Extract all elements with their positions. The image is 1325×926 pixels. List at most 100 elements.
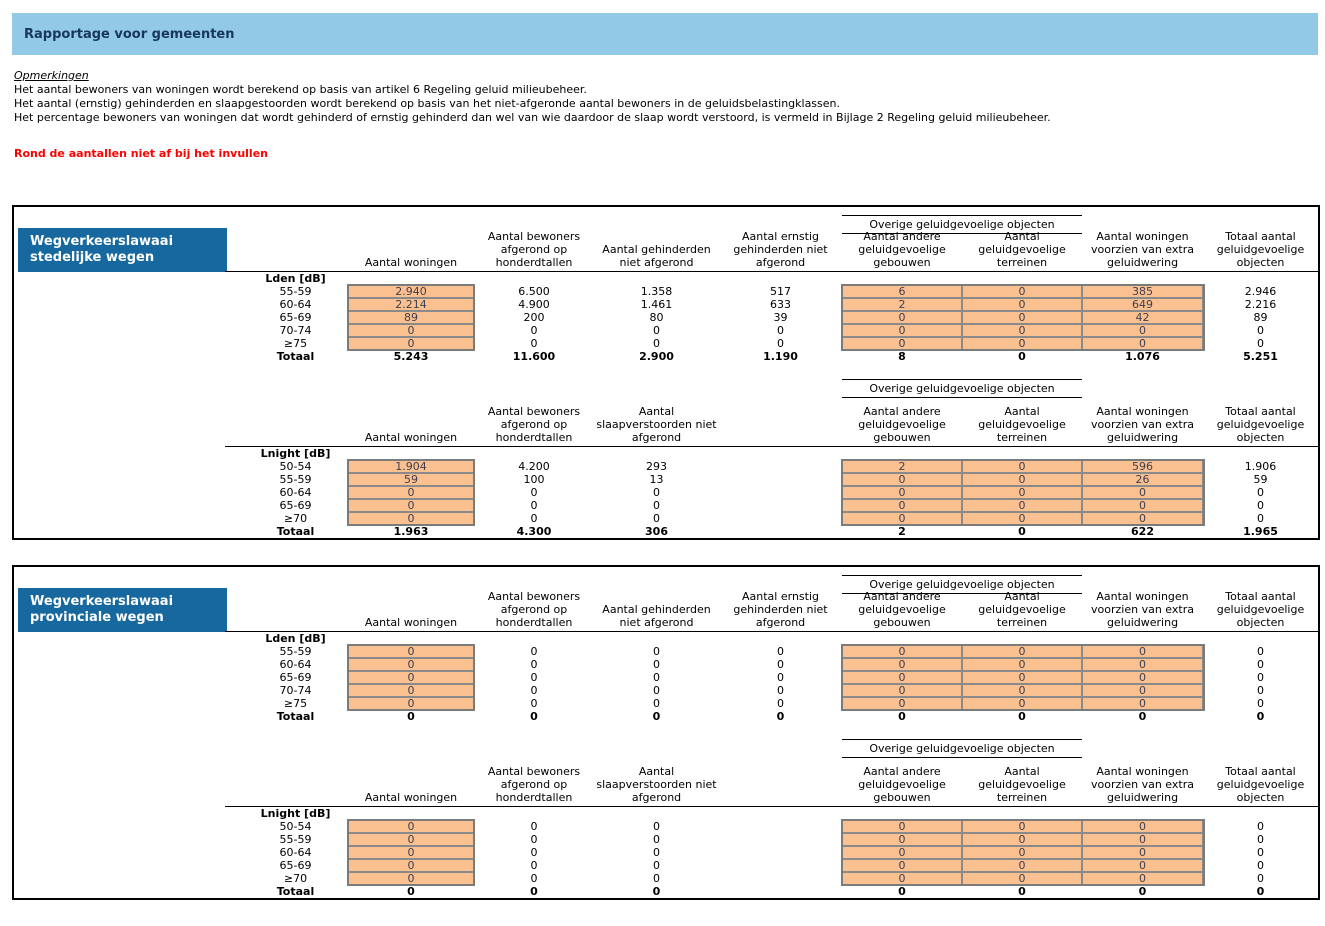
input-cell[interactable]: 0 bbox=[348, 859, 474, 872]
input-cell[interactable]: 0 bbox=[962, 697, 1082, 710]
col-header: Aantal geluidgevoelige terreinen bbox=[978, 590, 1066, 629]
input-cell[interactable]: 0 bbox=[962, 285, 1082, 298]
column-spacer bbox=[14, 820, 243, 833]
input-cell[interactable]: 0 bbox=[962, 311, 1082, 324]
input-cell[interactable]: 0 bbox=[842, 697, 962, 710]
input-cell[interactable]: 2 bbox=[842, 460, 962, 473]
input-cell[interactable]: 0 bbox=[962, 658, 1082, 671]
input-cell[interactable]: 0 bbox=[962, 324, 1082, 337]
input-cell[interactable]: 0 bbox=[842, 337, 962, 350]
value-cell: 0 bbox=[530, 846, 538, 859]
input-cell[interactable]: 0 bbox=[1082, 833, 1203, 846]
value-cell bbox=[719, 846, 842, 859]
input-cell[interactable]: 0 bbox=[842, 833, 962, 846]
input-cell[interactable]: 0 bbox=[1082, 645, 1203, 658]
input-cell[interactable]: 0 bbox=[842, 820, 962, 833]
input-cell[interactable]: 0 bbox=[962, 473, 1082, 486]
input-cell[interactable]: 0 bbox=[842, 311, 962, 324]
input-cell[interactable]: 0 bbox=[1082, 499, 1203, 512]
column-spacer bbox=[14, 846, 243, 859]
input-cell[interactable]: 0 bbox=[962, 486, 1082, 499]
total-value: 0 bbox=[1018, 885, 1026, 898]
input-cell[interactable]: 0 bbox=[842, 846, 962, 859]
input-cell[interactable]: 0 bbox=[962, 645, 1082, 658]
input-cell[interactable]: 0 bbox=[842, 324, 962, 337]
input-cell[interactable]: 0 bbox=[842, 872, 962, 885]
input-cell[interactable]: 26 bbox=[1082, 473, 1203, 486]
input-cell[interactable]: 0 bbox=[348, 671, 474, 684]
input-cell[interactable]: 0 bbox=[348, 658, 474, 671]
input-cell[interactable]: 0 bbox=[962, 859, 1082, 872]
input-cell[interactable]: 0 bbox=[348, 872, 474, 885]
input-cell[interactable]: 385 bbox=[1082, 285, 1203, 298]
report-page: Rapportage voor gemeenten Opmerkingen He… bbox=[0, 13, 1325, 900]
band-label: Lnight [dB] bbox=[260, 447, 331, 460]
input-cell[interactable]: 2.940 bbox=[348, 285, 474, 298]
input-cell[interactable]: 0 bbox=[962, 298, 1082, 311]
input-cell[interactable]: 0 bbox=[1082, 671, 1203, 684]
input-cell[interactable]: 0 bbox=[842, 671, 962, 684]
input-cell[interactable]: 42 bbox=[1082, 311, 1203, 324]
input-cell[interactable]: 0 bbox=[842, 658, 962, 671]
input-cell[interactable]: 0 bbox=[348, 833, 474, 846]
row-label: 60-64 bbox=[279, 486, 312, 499]
input-cell[interactable]: 0 bbox=[1082, 684, 1203, 697]
input-cell[interactable]: 0 bbox=[348, 324, 474, 337]
input-cell[interactable]: 0 bbox=[1082, 859, 1203, 872]
table-row: 65-69 0 0 0 0 0 0 0 0 bbox=[14, 671, 1318, 684]
input-cell[interactable]: 0 bbox=[842, 684, 962, 697]
header-underline bbox=[225, 631, 1318, 632]
input-cell[interactable]: 0 bbox=[842, 645, 962, 658]
input-cell[interactable]: 0 bbox=[348, 645, 474, 658]
input-cell[interactable]: 0 bbox=[842, 473, 962, 486]
input-cell[interactable]: 6 bbox=[842, 285, 962, 298]
input-cell[interactable]: 0 bbox=[962, 684, 1082, 697]
row-label: 50-54 bbox=[279, 820, 312, 833]
input-cell[interactable]: 0 bbox=[1082, 324, 1203, 337]
input-cell[interactable]: 2.214 bbox=[348, 298, 474, 311]
input-cell[interactable]: 0 bbox=[348, 499, 474, 512]
input-cell[interactable]: 0 bbox=[348, 820, 474, 833]
input-cell[interactable]: 0 bbox=[348, 684, 474, 697]
total-value: 2.900 bbox=[639, 350, 674, 363]
input-cell[interactable]: 0 bbox=[348, 697, 474, 710]
input-cell[interactable]: 0 bbox=[962, 671, 1082, 684]
input-cell[interactable]: 0 bbox=[1082, 512, 1203, 525]
input-cell[interactable]: 0 bbox=[842, 499, 962, 512]
input-cell[interactable]: 0 bbox=[1082, 872, 1203, 885]
input-cell[interactable]: 0 bbox=[1082, 697, 1203, 710]
input-cell[interactable]: 0 bbox=[348, 486, 474, 499]
input-cell[interactable]: 0 bbox=[1082, 846, 1203, 859]
input-cell[interactable]: 0 bbox=[962, 337, 1082, 350]
input-cell[interactable]: 0 bbox=[962, 820, 1082, 833]
input-cell[interactable]: 0 bbox=[962, 512, 1082, 525]
column-spacer bbox=[14, 337, 243, 350]
input-cell[interactable]: 0 bbox=[1082, 486, 1203, 499]
input-cell[interactable]: 0 bbox=[348, 337, 474, 350]
input-cell[interactable]: 0 bbox=[962, 872, 1082, 885]
input-cell[interactable]: 0 bbox=[348, 846, 474, 859]
row-label: 50-54 bbox=[279, 460, 312, 473]
input-cell[interactable]: 0 bbox=[1082, 658, 1203, 671]
input-cell[interactable]: 596 bbox=[1082, 460, 1203, 473]
column-spacer bbox=[14, 710, 243, 723]
input-cell[interactable]: 2 bbox=[842, 298, 962, 311]
value-cell: 1.358 bbox=[640, 285, 673, 298]
row-label: 60-64 bbox=[279, 846, 312, 859]
input-cell[interactable]: 0 bbox=[962, 833, 1082, 846]
input-cell[interactable]: 0 bbox=[962, 460, 1082, 473]
input-cell[interactable]: 0 bbox=[962, 499, 1082, 512]
input-cell[interactable]: 89 bbox=[348, 311, 474, 324]
input-cell[interactable]: 0 bbox=[842, 512, 962, 525]
input-cell[interactable]: 0 bbox=[348, 512, 474, 525]
input-cell[interactable]: 59 bbox=[348, 473, 474, 486]
input-cell[interactable]: 649 bbox=[1082, 298, 1203, 311]
input-cell[interactable]: 0 bbox=[962, 846, 1082, 859]
input-cell[interactable]: 0 bbox=[1082, 820, 1203, 833]
input-cell[interactable]: 0 bbox=[842, 859, 962, 872]
row-label: 65-69 bbox=[279, 859, 312, 872]
input-cell[interactable]: 1.904 bbox=[348, 460, 474, 473]
input-cell[interactable]: 0 bbox=[842, 486, 962, 499]
input-cell[interactable]: 0 bbox=[1082, 337, 1203, 350]
column-spacer bbox=[14, 447, 243, 460]
